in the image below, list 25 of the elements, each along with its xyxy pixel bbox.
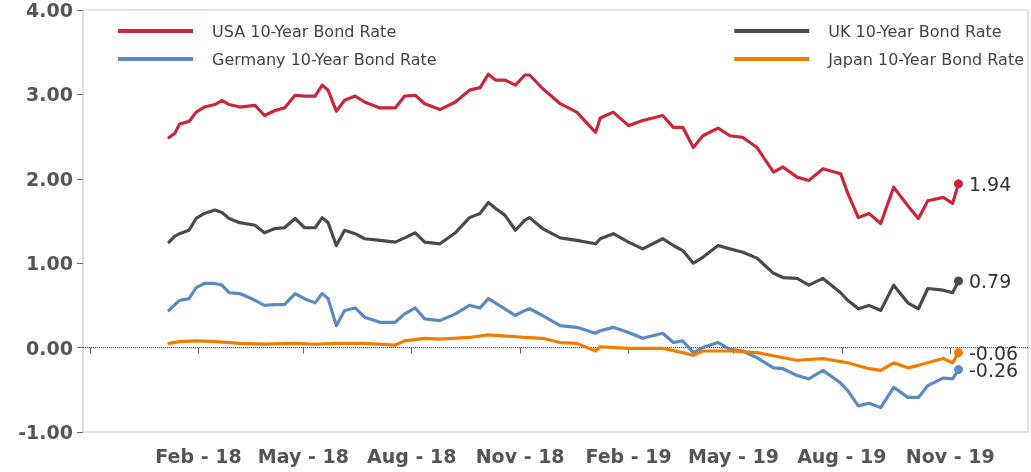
x-tick-label: Nov - 18 <box>475 444 565 467</box>
point <box>953 365 963 375</box>
x-tick-label: Feb - 18 <box>155 444 242 467</box>
data-label: 0.79 <box>968 269 1012 292</box>
y-tick-label: 2.00 <box>26 167 73 190</box>
x-tick-label: May - 19 <box>687 444 779 467</box>
y-tick-label: -1.00 <box>18 421 73 443</box>
y-tick-label: 0.00 <box>26 336 73 359</box>
y-tick-label: 1.00 <box>26 252 73 275</box>
x-tick-label: Aug - 18 <box>367 444 457 467</box>
x-tick-label: Aug - 19 <box>797 444 887 467</box>
legend-label: UK 10-Year Bond Rate <box>828 21 1002 41</box>
y-tick-label: 3.00 <box>26 83 73 106</box>
data-label: -0.06 <box>968 341 1019 364</box>
x-tick-label: Nov - 19 <box>905 444 995 467</box>
legend-label: Germany 10-Year Bond Rate <box>212 49 437 69</box>
point <box>953 276 963 286</box>
y-tick-label: 4.00 <box>26 0 73 21</box>
x-tick-label: Feb - 19 <box>585 444 672 467</box>
legend-label: USA 10-Year Bond Rate <box>212 21 397 41</box>
point <box>953 179 963 189</box>
x-tick-label: May - 18 <box>257 444 349 467</box>
legend-label: Japan 10-Year Bond Rate <box>827 49 1025 69</box>
point <box>953 348 963 358</box>
data-label: 1.94 <box>968 172 1012 195</box>
